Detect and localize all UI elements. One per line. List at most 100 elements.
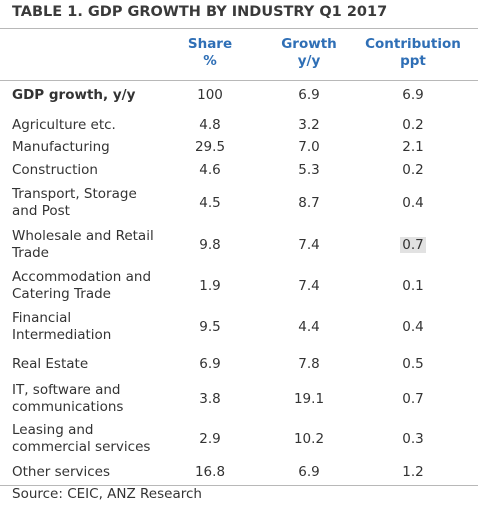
label-line: Wholesale and Retail — [12, 228, 154, 244]
label-line: Trade — [12, 245, 49, 261]
cell: 19.1 — [269, 391, 349, 407]
cell-value: 6.9 — [402, 87, 424, 103]
row-label: Agriculture etc. — [12, 117, 116, 134]
label-line: Construction — [12, 161, 98, 178]
label-line: Financial — [12, 310, 72, 326]
cell-value: 3.2 — [298, 117, 320, 133]
cell-value: 1.2 — [402, 464, 424, 480]
cell: 6.9 — [170, 356, 250, 372]
cell-value: 7.4 — [298, 237, 320, 253]
cell: 9.5 — [170, 319, 250, 335]
cell: 2.9 — [170, 431, 250, 447]
column-header: Growth y/y — [244, 36, 374, 70]
cell: 5.3 — [269, 162, 349, 178]
header-line: Growth — [281, 36, 337, 52]
row-label: Real Estate — [12, 356, 88, 373]
label-line: Accommodation and — [12, 269, 152, 285]
cell-value: 0.4 — [402, 319, 424, 335]
cell-value: 7.8 — [298, 356, 320, 372]
header-line: % — [203, 53, 217, 69]
label-line: Transport, Storage — [12, 186, 137, 202]
cell-value: 100 — [197, 87, 223, 103]
cell-value: 0.5 — [402, 356, 424, 372]
cell-value: 9.8 — [199, 237, 221, 253]
row-label: Accommodation and Catering Trade — [12, 269, 151, 303]
cell: 8.7 — [269, 195, 349, 211]
cell: 16.8 — [170, 464, 250, 480]
cell: 7.4 — [269, 278, 349, 294]
label-line: commercial services — [12, 439, 151, 455]
row-label: Manufacturing — [12, 139, 110, 156]
cell-value: 4.5 — [199, 195, 221, 211]
cell: 0.7 — [373, 391, 453, 407]
row-label: Financial Intermediation — [12, 310, 111, 344]
cell: 10.2 — [269, 431, 349, 447]
cell-value: 2.1 — [402, 139, 424, 155]
label-line: IT, software and — [12, 382, 121, 398]
cell-value: 9.5 — [199, 319, 221, 335]
cell: 3.8 — [170, 391, 250, 407]
cell: 6.9 — [373, 87, 453, 103]
cell-value: 2.9 — [199, 431, 221, 447]
cell-value: 19.1 — [293, 391, 325, 407]
row-label: Transport, Storage and Post — [12, 186, 137, 220]
cell: 4.6 — [170, 162, 250, 178]
cell-value: 0.2 — [402, 117, 424, 133]
cell: 100 — [170, 87, 250, 103]
label-line: and Post — [12, 203, 70, 219]
cell: 1.2 — [373, 464, 453, 480]
cell: 6.9 — [269, 87, 349, 103]
cell-value: 0.4 — [402, 195, 424, 211]
column-header: Share% — [145, 36, 275, 70]
cell: 4.4 — [269, 319, 349, 335]
cell-value: 4.4 — [298, 319, 320, 335]
cell: 0.4 — [373, 319, 453, 335]
label-line: Agriculture etc. — [12, 116, 116, 133]
cell: 0.4 — [373, 195, 453, 211]
cell: 0.1 — [373, 278, 453, 294]
label-line: Intermediation — [12, 327, 112, 343]
cell: 7.4 — [269, 237, 349, 253]
cell-value: 29.5 — [194, 139, 226, 155]
cell-value: 7.0 — [298, 139, 320, 155]
cell: 3.2 — [269, 117, 349, 133]
cell: 4.5 — [170, 195, 250, 211]
label-line: Catering Trade — [12, 286, 111, 302]
label-line: Real Estate — [12, 355, 89, 372]
cell-value: 5.3 — [298, 162, 320, 178]
header-line: Contribution — [365, 36, 461, 52]
cell-value: 3.8 — [199, 391, 221, 407]
cell: 7.0 — [269, 139, 349, 155]
cell: 1.9 — [170, 278, 250, 294]
cell: 0.7 — [373, 237, 453, 253]
label-line: Other services — [12, 463, 111, 480]
cell-value: 7.4 — [298, 278, 320, 294]
cell: 4.8 — [170, 117, 250, 133]
cell-value: 0.2 — [402, 162, 424, 178]
cell: 29.5 — [170, 139, 250, 155]
cell-value: 10.2 — [293, 431, 325, 447]
cell-value: 4.8 — [199, 117, 221, 133]
cell-value: 0.7 — [402, 391, 424, 407]
cell-value: 0.1 — [402, 278, 424, 294]
table-title: TABLE 1. GDP GROWTH BY INDUSTRY Q1 2017 — [12, 4, 388, 20]
cell-value: 6.9 — [298, 464, 320, 480]
row-label: GDP growth, y/y — [12, 87, 135, 104]
label-line: GDP growth, y/y — [12, 86, 136, 103]
column-header: Contribution ppt — [348, 36, 478, 70]
row-label: Other services — [12, 464, 110, 481]
cell-value: 6.9 — [298, 87, 320, 103]
row-label: Leasing and commercial services — [12, 422, 150, 456]
cell-value: 8.7 — [298, 195, 320, 211]
row-label: IT, software and communications — [12, 382, 123, 416]
cell: 9.8 — [170, 237, 250, 253]
cell: 0.2 — [373, 162, 453, 178]
header-line: Share — [187, 36, 233, 52]
cell: 0.2 — [373, 117, 453, 133]
source-note: Source: CEIC, ANZ Research — [12, 486, 202, 502]
rule — [0, 485, 478, 486]
cell-value: 1.9 — [199, 278, 221, 294]
cell: 6.9 — [269, 464, 349, 480]
cell: 7.8 — [269, 356, 349, 372]
